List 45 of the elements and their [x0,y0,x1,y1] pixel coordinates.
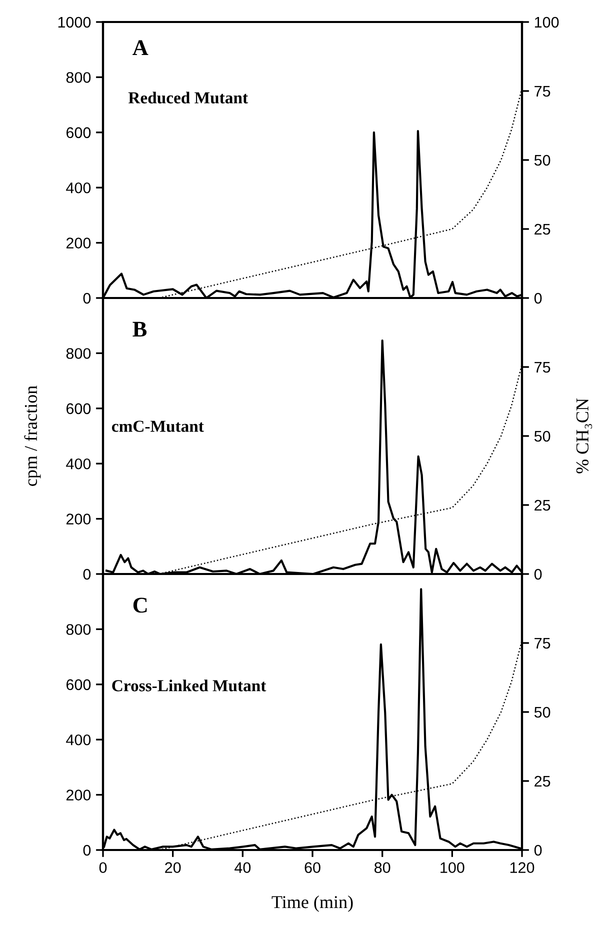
x-axis-title: Time (min) [272,895,353,912]
x-tick-label: 100 [440,862,464,874]
y2-axis-title: % CH₃CN [576,398,592,474]
y2-tick-label: 50 [534,706,550,718]
y-tick-label: 400 [66,182,91,194]
y2-tick-label: 75 [534,86,550,97]
y-tick-label: 600 [66,403,91,414]
x-tick-label: 0 [99,862,107,874]
y-tick-label: 1000 [58,16,91,28]
y2-tick-label: 50 [534,154,550,166]
y2-tick-label: 75 [534,638,550,649]
y-tick-label: 0 [83,844,91,856]
annotation: B [132,322,147,337]
x-tick-label: 20 [165,862,181,874]
y2-tick-label: 25 [534,500,550,511]
y2-tick-label: 75 [534,362,550,373]
y-tick-label: 200 [66,514,91,524]
y2-tick-label: 100 [534,16,559,28]
y2-tick-label: 0 [534,292,542,304]
y-tick-label: 600 [66,127,91,138]
y-tick-label: 200 [66,790,91,800]
annotation: cmC-Mutant [112,420,204,432]
y-tick-label: 400 [66,734,91,746]
x-tick-label: 80 [374,862,390,874]
annotation: Reduced Mutant [128,92,248,104]
annotation: A [132,40,148,55]
y2-tick-label: 0 [534,844,542,856]
y-tick-label: 0 [83,568,91,580]
y-tick-label: 0 [83,292,91,304]
y2-tick-label: 25 [534,224,550,235]
x-tick-label: 40 [234,862,251,874]
y-tick-label: 800 [66,624,91,635]
y-tick-label: 400 [66,458,91,470]
x-tick-label: 120 [510,862,534,874]
y2-tick-label: 50 [534,430,550,442]
y-tick-label: 200 [66,238,91,248]
y2-tick-label: 0 [534,568,542,580]
y-tick-label: 600 [66,679,91,690]
y-tick-label: 800 [66,72,91,83]
annotation: C [133,598,147,613]
y-axis-title: cpm / fraction [24,386,41,486]
y2-tick-label: 25 [534,776,550,787]
annotation: Cross-Linked Mutant [112,680,266,692]
y-tick-label: 800 [66,348,91,359]
x-tick-label: 60 [304,862,320,874]
